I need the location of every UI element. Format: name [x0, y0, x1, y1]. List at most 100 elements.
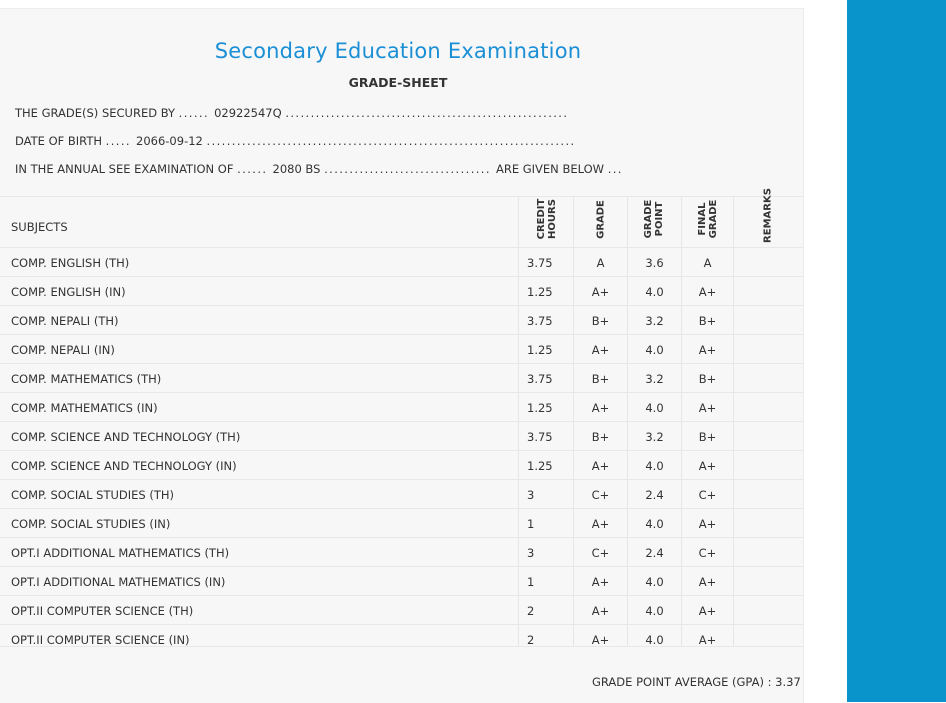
grade-cell: A+: [591, 285, 610, 299]
credit-hours-header: CREDIT HOURS: [536, 195, 558, 243]
row-divider: [0, 334, 803, 335]
row-divider: [0, 624, 803, 625]
final-grade-cell: A+: [698, 575, 717, 589]
final-grade-header-line1: FINAL: [697, 202, 708, 236]
grade-cell: C+: [591, 546, 610, 560]
grade-cell: A+: [591, 343, 610, 357]
row-divider: [0, 276, 803, 277]
grade-point-cell: 4.0: [645, 604, 664, 618]
credit-hours-cell: 1.25: [527, 343, 553, 357]
col-divider: [573, 197, 574, 647]
subject-name: OPT.II COMPUTER SCIENCE (IN): [11, 633, 190, 647]
subject-name: COMP. ENGLISH (IN): [11, 285, 126, 299]
grade-cell: A+: [591, 401, 610, 415]
col-divider: [681, 197, 682, 647]
final-grade-cell: B+: [698, 314, 717, 328]
grade-cell: A+: [591, 575, 610, 589]
credit-hours-header-line1: CREDIT: [536, 198, 547, 240]
credit-hours-cell: 1.25: [527, 401, 553, 415]
grade-cell: A: [596, 256, 605, 270]
row-divider: [0, 450, 803, 451]
col-divider: [733, 197, 734, 647]
credit-hours-cell: 3.75: [527, 372, 553, 386]
subject-name: COMP. MATHEMATICS (IN): [11, 401, 158, 415]
exam-label: IN THE ANNUAL SEE EXAMINATION OF: [15, 162, 234, 176]
subject-name: OPT.I ADDITIONAL MATHEMATICS (TH): [11, 546, 230, 560]
credit-hours-cell: 3.75: [527, 256, 553, 270]
subject-name: COMP. SCIENCE AND TECHNOLOGY (TH): [11, 430, 241, 444]
grade-header: GRADE: [595, 200, 607, 239]
dob-label: DATE OF BIRTH: [15, 134, 103, 148]
row-divider: [0, 595, 803, 596]
final-grade-cell: A+: [698, 604, 717, 618]
secured-by-label: THE GRADE(S) SECURED BY: [15, 106, 176, 120]
subject-name: COMP. NEPALI (IN): [11, 343, 115, 357]
dob-line: DATE OF BIRTH ..... 2066-09-12 .........…: [15, 134, 576, 148]
table-top-rule: [0, 196, 803, 197]
grade-sheet: Secondary Education Examination GRADE-SH…: [0, 8, 804, 703]
grade-cell: B+: [591, 372, 610, 386]
row-divider: [0, 305, 803, 306]
final-grade-cell: A+: [698, 633, 717, 647]
gpa-summary: GRADE POINT AVERAGE (GPA) : 3.37: [592, 675, 801, 689]
grade-point-cell: 2.4: [645, 488, 664, 502]
subject-name: COMP. SCIENCE AND TECHNOLOGY (IN): [11, 459, 237, 473]
credit-hours-cell: 1: [527, 575, 535, 589]
grade-point-cell: 4.0: [645, 517, 664, 531]
final-grade-cell: A+: [698, 401, 717, 415]
exam-title: Secondary Education Examination: [214, 39, 582, 63]
subject-name: COMP. SOCIAL STUDIES (IN): [11, 517, 171, 531]
grade-point-cell: 4.0: [645, 401, 664, 415]
final-grade-header: FINAL GRADE: [697, 196, 719, 242]
row-divider: [0, 508, 803, 509]
subject-name: COMP. NEPALI (TH): [11, 314, 119, 328]
dob-value: 2066-09-12: [136, 134, 203, 148]
grade-sheet-heading: GRADE-SHEET: [348, 75, 448, 90]
row-divider: [0, 566, 803, 567]
grade-point-cell: 3.6: [645, 256, 664, 270]
final-grade-cell: A+: [698, 285, 717, 299]
final-grade-cell: C+: [698, 546, 717, 560]
subject-name: OPT.I ADDITIONAL MATHEMATICS (IN): [11, 575, 226, 589]
exam-line: IN THE ANNUAL SEE EXAMINATION OF ...... …: [15, 162, 623, 176]
table-bottom-rule: [0, 646, 803, 647]
credit-hours-cell: 2: [527, 604, 535, 618]
grade-point-cell: 3.2: [645, 372, 664, 386]
credit-hours-cell: 2: [527, 633, 535, 647]
row-divider: [0, 392, 803, 393]
exam-year: 2080 BS: [272, 162, 321, 176]
row-divider: [0, 537, 803, 538]
final-grade-cell: A+: [698, 517, 717, 531]
grade-cell: B+: [591, 314, 610, 328]
final-grade-cell: B+: [698, 430, 717, 444]
secured-by-line: THE GRADE(S) SECURED BY ...... 02922547Q…: [15, 106, 569, 120]
grade-cell: A+: [591, 633, 610, 647]
grade-point-header: GRADE POINT: [643, 195, 665, 243]
final-grade-cell: C+: [698, 488, 717, 502]
subject-name: COMP. SOCIAL STUDIES (TH): [11, 488, 175, 502]
credit-hours-cell: 1: [527, 517, 535, 531]
symbol-number: 02922547Q: [214, 106, 282, 120]
grade-point-cell: 4.0: [645, 459, 664, 473]
final-grade-cell: A+: [698, 459, 717, 473]
subject-name: COMP. ENGLISH (TH): [11, 256, 130, 270]
credit-hours-cell: 3: [527, 546, 535, 560]
grade-point-cell: 4.0: [645, 343, 664, 357]
row-divider: [0, 479, 803, 480]
row-divider: [0, 363, 803, 364]
grade-point-cell: 4.0: [645, 633, 664, 647]
final-grade-cell: A+: [698, 343, 717, 357]
final-grade-cell: A: [703, 256, 712, 270]
credit-hours-cell: 3.75: [527, 314, 553, 328]
credit-hours-cell: 1.25: [527, 285, 553, 299]
grade-point-cell: 4.0: [645, 575, 664, 589]
grade-point-cell: 3.2: [645, 314, 664, 328]
final-grade-cell: B+: [698, 372, 717, 386]
credit-hours-header-line2: HOURS: [547, 199, 558, 239]
row-divider: [0, 247, 803, 248]
grade-point-cell: 2.4: [645, 546, 664, 560]
given-below-text: ARE GIVEN BELOW: [495, 162, 605, 176]
side-panel: [847, 0, 946, 702]
col-divider: [627, 197, 628, 647]
row-divider: [0, 421, 803, 422]
